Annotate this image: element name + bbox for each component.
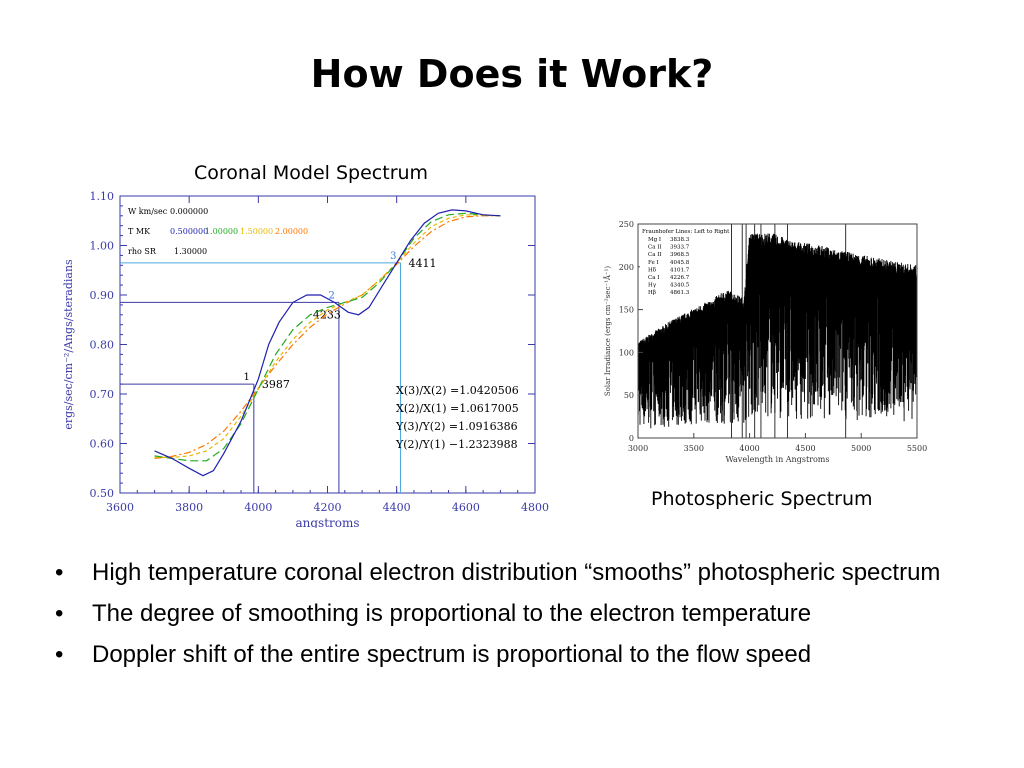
- legend-t-label: T MK: [128, 227, 151, 236]
- legend-item-name: Ca II: [648, 245, 662, 251]
- x-tick-label: 4000: [244, 501, 272, 514]
- legend-item-name: Mg I: [648, 237, 661, 243]
- y-tick-label: 0: [629, 434, 634, 443]
- bullet-icon: •: [55, 559, 64, 586]
- legend-item-name: Hβ: [648, 290, 656, 296]
- bullet-icon: •: [55, 641, 64, 668]
- legend-w-value: 0.000000: [170, 207, 208, 216]
- ratio-annotation: Y(3)/Y(2) =1.0916386: [395, 420, 518, 433]
- legend-item-name: Hδ: [648, 267, 657, 273]
- legend-item-value: 3933.7: [670, 245, 690, 251]
- y-tick-label: 0.90: [90, 289, 115, 302]
- x-tick-label: 3500: [684, 444, 704, 453]
- legend-rho-label: rho SR: [128, 247, 157, 256]
- legend-item-value: 4861.3: [670, 290, 690, 296]
- bullet-item: • High temperature coronal electron dist…: [55, 556, 985, 589]
- bullet-item: • Doppler shift of the entire spectrum i…: [55, 638, 985, 671]
- page-title: How Does it Work?: [310, 52, 714, 96]
- legend-item-value: 4226.7: [670, 275, 690, 281]
- y-tick-label: 1.00: [90, 240, 115, 253]
- y-tick-label: 200: [619, 263, 634, 272]
- x-axis-label: Wavelength in Angstroms: [726, 455, 830, 464]
- marker-id: 2: [329, 290, 335, 301]
- series-line: [154, 214, 501, 458]
- bullet-text: Doppler shift of the entire spectrum is …: [92, 641, 812, 668]
- photospheric-chart: 3000 3500 4000 4500 5000 5500 0 50 100 150 200 250 W…: [603, 220, 927, 464]
- ratio-annotation: Y(2)/Y(1) −1.2323988: [395, 438, 518, 451]
- x-tick-label: 4600: [452, 501, 480, 514]
- series-line: [154, 209, 501, 477]
- legend-t-value: 0.500000: [170, 227, 208, 236]
- legend-w-label: W km/sec: [128, 207, 168, 216]
- marker-id: 3: [390, 251, 396, 262]
- y-axis-label: Solar Irradiance (ergs cm⁻²sec⁻¹Å⁻¹): [603, 266, 612, 397]
- marker-label: 4233: [313, 308, 341, 321]
- legend-title: Fraunhofer Lines: Left to Right: [642, 229, 730, 235]
- marker-label: 3987: [262, 378, 290, 391]
- y-tick-label: 250: [619, 220, 634, 229]
- legend-item-value: 4045.8: [670, 260, 690, 266]
- x-tick-label: 4800: [521, 501, 549, 514]
- legend-item-value: 3838.3: [670, 237, 690, 243]
- x-tick-label: 4000: [739, 444, 759, 453]
- legend-item-value: 3968.5: [670, 252, 690, 258]
- y-tick-label: 0.80: [90, 339, 115, 352]
- y-tick-label: 1.10: [90, 190, 115, 203]
- ratio-annotation: X(3)/X(2) =1.0420506: [396, 384, 519, 397]
- series-line: [154, 212, 501, 462]
- marker-label: 4411: [408, 257, 436, 270]
- bullet-text: High temperature coronal electron distri…: [92, 559, 941, 586]
- legend-item-name: Ca I: [648, 275, 659, 281]
- x-axis-label: angstroms: [295, 516, 359, 528]
- coronal-chart-caption: Coronal Model Spectrum: [194, 162, 429, 184]
- legend-rho-value: 1.30000: [174, 247, 207, 256]
- y-axis-label: ergs/sec/cm⁻²/Angs/steradians: [62, 259, 75, 430]
- series-line: [154, 215, 501, 459]
- y-tick-label: 50: [624, 391, 634, 400]
- legend-t-value: 1.00000: [205, 227, 238, 236]
- y-tick-label: 150: [619, 306, 634, 315]
- x-tick-label: 3600: [106, 501, 134, 514]
- legend-item-value: 4101.7: [670, 267, 690, 273]
- plot-frame: [637, 223, 918, 439]
- legend-item-name: Fe I: [648, 260, 659, 266]
- ratio-annotation: X(2)/X(1) =1.0617005: [396, 402, 519, 415]
- legend-item-name: Hγ: [648, 283, 657, 289]
- marker-id: 1: [243, 372, 249, 383]
- bullet-text: The degree of smoothing is proportional …: [92, 600, 812, 627]
- x-tick-label: 5500: [907, 444, 927, 453]
- legend-item-value: 4340.5: [670, 283, 690, 289]
- legend-t-value: 2.00000: [275, 227, 308, 236]
- bullet-icon: •: [55, 600, 64, 627]
- coronal-model-chart: 3600 3800 4000 4200 4400 4600 4800 0.50 0.60 0.70…: [62, 190, 549, 528]
- y-tick-label: 0.70: [90, 388, 115, 401]
- x-tick-label: 4200: [314, 501, 342, 514]
- x-tick-label: 5000: [851, 444, 871, 453]
- y-tick-label: 100: [619, 348, 634, 357]
- x-tick-label: 3000: [628, 444, 648, 453]
- y-tick-label: 0.60: [90, 438, 115, 451]
- bullet-list: • High temperature coronal electron dist…: [55, 556, 985, 679]
- bullet-item: • The degree of smoothing is proportiona…: [55, 597, 985, 630]
- legend-t-value: 1.50000: [240, 227, 273, 236]
- legend-box: [640, 226, 714, 302]
- photospheric-chart-caption: Photospheric Spectrum: [651, 488, 873, 510]
- x-tick-label: 4500: [795, 444, 815, 453]
- x-tick-label: 3800: [175, 501, 203, 514]
- x-tick-label: 4400: [383, 501, 411, 514]
- y-tick-label: 0.50: [90, 487, 115, 500]
- legend-item-name: Ca II: [648, 252, 662, 258]
